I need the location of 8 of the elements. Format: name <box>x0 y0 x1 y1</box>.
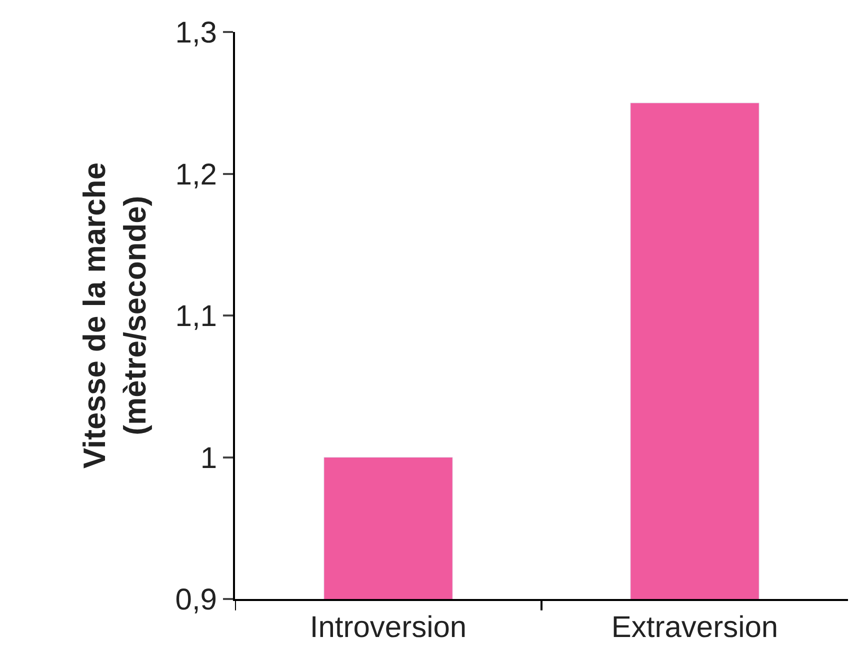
y-tick-label: 1,2 <box>175 158 217 192</box>
y-tick-label: 1 <box>200 442 217 475</box>
y-tick-label: 1,1 <box>175 300 217 333</box>
y-tick-label: 0,9 <box>175 584 217 616</box>
y-tick-label: 1,3 <box>175 16 217 50</box>
y-axis-title: Vitesse de la marche (mètre/seconde) <box>77 162 152 469</box>
x-tick-label: Introversion <box>310 611 467 644</box>
x-tick-label: Extraversion <box>611 611 778 644</box>
